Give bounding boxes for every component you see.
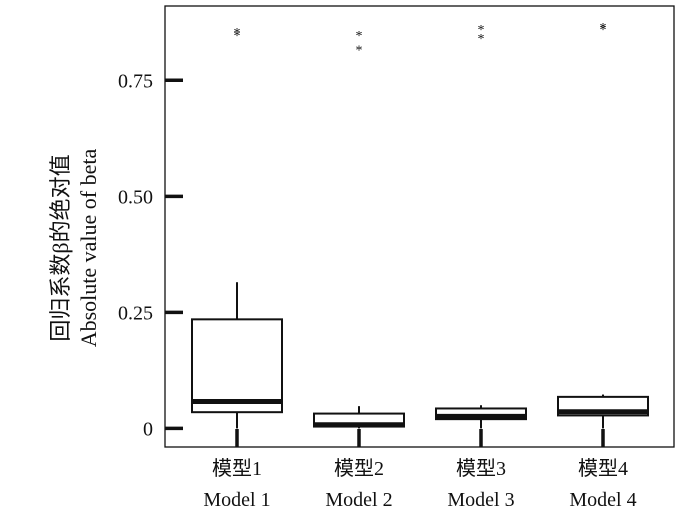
category-label-zh: 模型4 (578, 457, 628, 480)
box-3: ** (435, 23, 527, 447)
box-iqr (435, 407, 527, 421)
y-axis-title: 回归系数β的绝对值 Absolute value of beta (48, 148, 101, 347)
outlier-point: * (478, 32, 485, 47)
box-iqr (191, 318, 283, 414)
category-label-en: Model 3 (447, 489, 514, 511)
outlier-point: * (356, 44, 363, 59)
category-label-zh: 模型3 (456, 457, 506, 480)
outlier-point: * (478, 23, 485, 38)
box-4: ** (557, 21, 649, 447)
category-label-en: Model 1 (203, 489, 270, 511)
outlier-point: * (356, 29, 363, 44)
category-label-en: Model 2 (325, 489, 392, 511)
box-2: ** (313, 29, 405, 447)
outlier-point: * (234, 29, 241, 44)
category-label-en: Model 4 (569, 489, 636, 511)
y-tick-label: 0 (143, 418, 153, 440)
plot-frame (164, 5, 675, 448)
outlier-point: * (234, 26, 241, 41)
y-axis-title-zh: 回归系数β的绝对值 (48, 154, 73, 341)
outlier-point: * (600, 21, 607, 36)
category-label-zh: 模型1 (212, 457, 262, 480)
boxes-layer: **** ** ** (191, 21, 649, 447)
box-1: ** (191, 26, 283, 447)
y-tick-label: 0.75 (118, 70, 153, 92)
y-tick-label: 0.50 (118, 186, 153, 208)
x-axis-labels: 模型1 Model 1 模型2 Model 2 模型3 Model 3 模型4 Model 4 (203, 457, 636, 511)
y-tick-label: 0.25 (118, 302, 153, 324)
category-label-zh: 模型2 (334, 457, 384, 480)
y-axis-title-en: Absolute value of beta (76, 148, 101, 347)
outlier-point: * (600, 23, 607, 38)
y-axis: 0 0.25 0.50 0.75 (118, 70, 183, 440)
